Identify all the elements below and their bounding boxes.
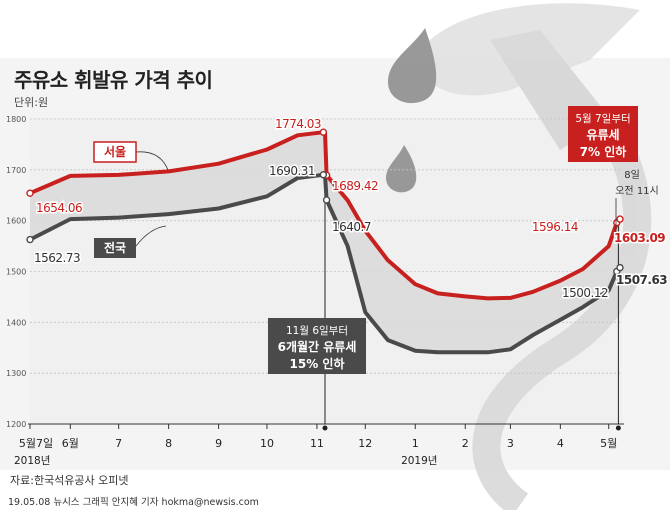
- x-tick-label: 9: [215, 437, 222, 450]
- time-note: 오전 11시: [615, 185, 659, 197]
- y-tick-label: 1300: [6, 369, 26, 378]
- source-text: 자료:한국석유공사 오피넷: [10, 474, 129, 487]
- y-tick-label: 1400: [6, 318, 26, 327]
- callout-text: 15% 인하: [290, 356, 345, 371]
- x-tick-label: 6월: [62, 437, 79, 450]
- y-tick-label: 1200: [6, 420, 26, 429]
- data-label: 1507.63: [616, 273, 667, 287]
- data-label: 1689.42: [332, 179, 378, 193]
- data-point: [616, 215, 624, 223]
- x-tick-label: 10: [260, 437, 274, 450]
- data-label: 1603.09: [614, 231, 665, 245]
- x-tick-label: 4: [557, 437, 564, 450]
- callout-text: 유류세: [586, 127, 619, 142]
- data-point: [319, 171, 328, 179]
- legend-label: 전국: [104, 240, 126, 255]
- y-tick-label: 1600: [6, 217, 26, 226]
- event-marker: [322, 425, 328, 431]
- small-drop-icon: [386, 145, 417, 193]
- legend-tag-national: 전국: [94, 225, 167, 258]
- callout-text: 6개월간 유류세: [278, 339, 357, 354]
- data-label: 1774.03: [275, 117, 321, 131]
- data-point: [319, 128, 328, 136]
- x-tick-label: 5월7일: [19, 436, 53, 450]
- x-tick-label: 7: [115, 437, 122, 450]
- x-tick-label: 8: [165, 437, 172, 450]
- legend-tag-seoul: 서울: [93, 141, 169, 171]
- data-label: 1654.06: [36, 201, 82, 215]
- data-label: 1562.73: [34, 251, 80, 265]
- data-point: [322, 196, 331, 204]
- data-label: 1596.14: [532, 220, 578, 234]
- leader-line: [135, 225, 167, 247]
- series-line: [29, 172, 622, 355]
- y-tick-label: 1700: [6, 166, 26, 175]
- credit-text: 19.05.08 뉴시스 그래픽 안지혜 기자 hokma@newsis.com: [8, 497, 259, 508]
- x-tick-label: 5월: [600, 437, 617, 450]
- event-marker: [615, 425, 621, 431]
- year-label: 2019년: [401, 455, 437, 467]
- callout-text: 11월 6일부터: [286, 324, 348, 337]
- data-label: 1640.7: [332, 220, 371, 234]
- data-point: [26, 189, 34, 197]
- data-label: 1500.12: [562, 286, 608, 300]
- x-tick-label: 3: [507, 437, 514, 450]
- callout-box: [568, 106, 638, 162]
- callout-text: 5월 7일부터: [575, 112, 630, 125]
- drop-icon: [388, 28, 437, 104]
- hose-shape: [472, 122, 652, 510]
- data-label: 1690.31: [269, 164, 315, 178]
- unit-label: 단위:원: [14, 96, 49, 109]
- legend-box: [94, 238, 136, 258]
- callout-box: [268, 318, 366, 374]
- data-point: [26, 235, 34, 244]
- y-tick-label: 1800: [6, 115, 26, 124]
- leader-line: [135, 151, 169, 171]
- fuel-pump-illustration: [386, 3, 652, 510]
- chart-title: 주유소 휘발유 가격 추이: [14, 68, 213, 92]
- x-tick-label: 1: [412, 437, 419, 450]
- series-line: [29, 130, 622, 301]
- x-tick-label: 12: [358, 437, 372, 450]
- y-tick-label: 1500: [6, 268, 26, 277]
- year-label: 2018년: [14, 455, 50, 467]
- x-tick-label: 11: [310, 437, 324, 450]
- tax-cut-callout-nov: 11월 6일부터 6개월간 유류세 15% 인하: [268, 318, 366, 374]
- x-tick-label: 2: [462, 437, 469, 450]
- legend-label: 서울: [104, 144, 126, 159]
- data-point: [616, 263, 624, 272]
- time-note: 8일: [624, 169, 640, 181]
- callout-text: 7% 인하: [580, 144, 627, 159]
